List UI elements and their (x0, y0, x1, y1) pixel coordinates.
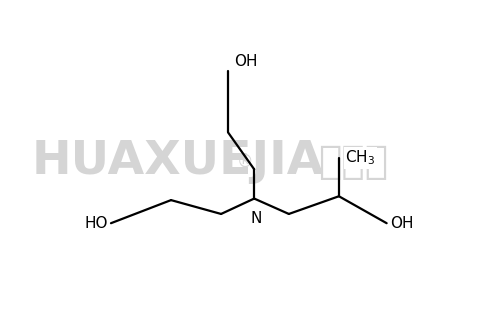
Text: OH: OH (234, 54, 258, 69)
Text: HO: HO (84, 216, 108, 231)
Text: N: N (250, 211, 261, 226)
Text: CH$_3$: CH$_3$ (345, 148, 375, 167)
Text: OH: OH (390, 216, 413, 231)
Text: 化学加: 化学加 (318, 143, 388, 180)
Text: HUAXUEJIA: HUAXUEJIA (32, 139, 324, 184)
Text: ®: ® (237, 153, 253, 171)
